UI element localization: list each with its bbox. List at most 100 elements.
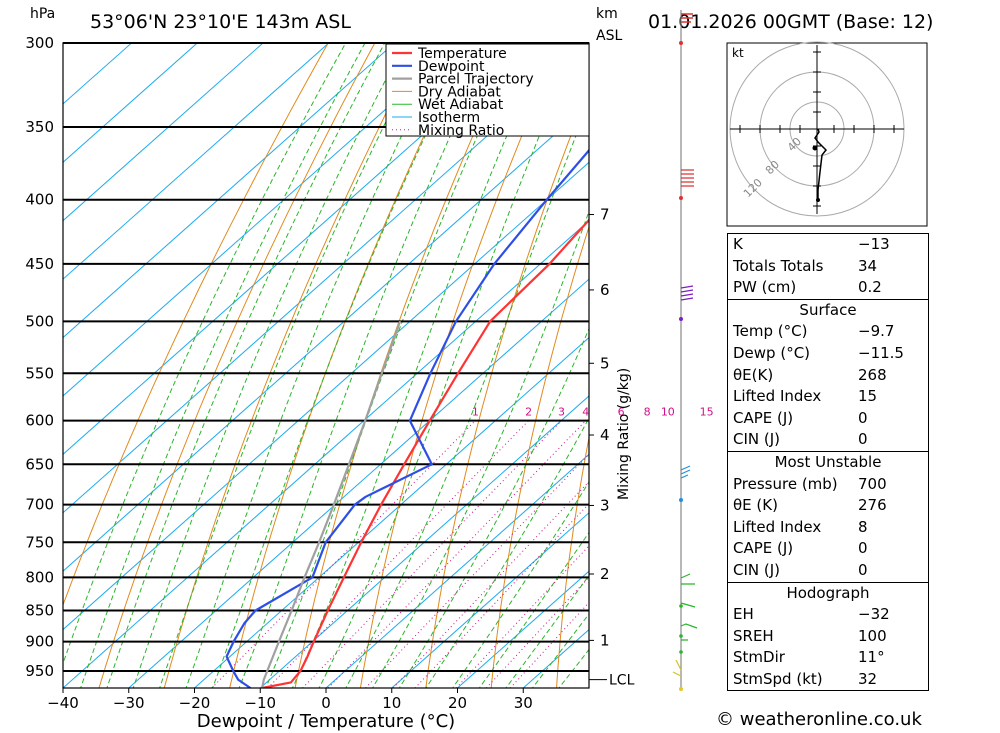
mixing-ratio-label: 2 [525, 406, 532, 419]
pressure-tick-label: 900 [25, 633, 54, 651]
most-unstable-row: Pressure (mb) 700 [728, 474, 928, 496]
index-value: 34 [858, 256, 878, 275]
pressure-tick-label: 300 [25, 34, 54, 52]
surface-label: Dewp (°C) [733, 343, 811, 362]
isotherm-line [63, 43, 264, 222]
dry-adiabat-line [359, 43, 562, 688]
hodograph-value: 32 [858, 669, 878, 688]
x-tick-label: 0 [321, 694, 331, 712]
height-km-label: 1 [600, 631, 610, 649]
most-unstable-value: 700 [858, 474, 887, 493]
surface-label: Lifted Index [733, 387, 822, 406]
hodograph-row: SREH 100 [728, 626, 928, 648]
wet-adiabat-line [238, 43, 494, 688]
copyright-footer[interactable]: © weatheronline.co.uk [716, 709, 922, 730]
wet-adiabat-line [291, 43, 548, 688]
most-unstable-value: 0 [858, 539, 868, 558]
isotherm-line [194, 336, 589, 688]
isotherm-line [63, 43, 132, 105]
isotherm-line [63, 43, 198, 163]
temperature-line [261, 218, 589, 688]
dry-adiabat-line [294, 43, 516, 688]
surface-row: θE(K) 268 [728, 365, 928, 387]
surface-row: CAPE (J) 0 [728, 408, 928, 430]
isotherm-line [63, 43, 461, 397]
hodograph-value: 100 [858, 626, 887, 645]
isotherm-line [457, 570, 589, 688]
pressure-tick-label: 450 [25, 255, 54, 273]
mixing-ratio-line [365, 453, 589, 688]
surface-label: θE(K) [733, 365, 774, 384]
wet-adiabat-line [531, 613, 589, 688]
dry-adiabat-line [990, 43, 1000, 688]
surface-value: 0 [858, 430, 868, 449]
surface-header: Surface [799, 300, 857, 319]
isotherm-line [63, 43, 395, 339]
hodograph-row: StmDir 11° [728, 647, 928, 669]
mixing-ratio-label: 6 [618, 406, 625, 419]
wet-adiabat-line [478, 531, 589, 688]
most-unstable-label: CAPE (J) [733, 539, 794, 558]
most-unstable-row: CAPE (J) 0 [728, 538, 928, 560]
mixing-ratio-label: 3 [558, 406, 565, 419]
pressure-tick-label: 650 [25, 455, 54, 473]
index-label: Totals Totals [733, 256, 824, 275]
mixing-ratio-axis-label: Mixing Ratio (g/kg) [616, 368, 632, 500]
index-value: −13 [858, 235, 890, 253]
profile-lines [225, 148, 589, 688]
wet-adiabat-line [372, 210, 589, 688]
index-value: 0.2 [858, 278, 882, 297]
index-row: PW (cm) 0.2 [728, 277, 928, 299]
most-unstable-header: Most Unstable [774, 452, 882, 471]
x-tick-label: 10 [382, 694, 401, 712]
pressure-tick-label: 850 [25, 601, 54, 619]
dewpoint-line [225, 148, 589, 688]
pressure-tick-label: 400 [25, 191, 54, 209]
hodograph-trace [814, 128, 828, 200]
x-tick-label: −20 [179, 694, 211, 712]
surface-row: CIN (J) 0 [728, 429, 928, 451]
surface-row: Temp (°C) −9.7 [728, 321, 928, 343]
mixing-ratio-line [302, 420, 562, 688]
wet-adiabat-line [132, 43, 406, 688]
wet-adiabat-line [159, 43, 426, 688]
surface-label: Temp (°C) [733, 322, 808, 341]
wet-adiabat-line [106, 43, 386, 688]
pressure-tick-label: 800 [25, 568, 54, 586]
height-km-label: 3 [600, 496, 610, 514]
hodograph-panel: kt 40 80 120 [726, 41, 928, 227]
x-tick-label: −40 [47, 694, 79, 712]
surface-row: Dewp (°C) −11.5 [728, 343, 928, 365]
mixing-ratio-line [267, 420, 529, 688]
surface-value: 15 [858, 387, 878, 406]
legend-entry: Mixing Ratio [418, 123, 504, 139]
hodograph-unit: kt [732, 46, 744, 60]
surface-value: 268 [858, 365, 887, 384]
location-title: 53°06'N 23°10'E 143m ASL [90, 11, 351, 33]
hodograph-row: StmSpd (kt) 32 [728, 669, 928, 691]
height-km-label: 5 [600, 354, 610, 372]
most-unstable-label: θE (K) [733, 496, 778, 515]
legend-entry: Isotherm [418, 110, 480, 126]
indices-table: K −13 Totals Totals 34 PW (cm) 0.2 Surface Te… [727, 233, 929, 692]
x-tick-label: 20 [448, 694, 467, 712]
mixing-ratio-label: 4 [582, 406, 589, 419]
wet-adiabat-line [452, 481, 589, 688]
mixing-ratio-line [509, 601, 589, 688]
index-label: K [733, 235, 743, 253]
pressure-tick-label: 550 [25, 364, 54, 382]
x-tick-label: −30 [113, 694, 145, 712]
mixing-ratio-line [211, 420, 476, 688]
isotherm-line [63, 43, 330, 280]
mixing-ratio-label: 10 [661, 406, 675, 419]
isotherm-line [63, 103, 589, 572]
x-axis-label: Dewpoint / Temperature (°C) [197, 711, 455, 732]
hodograph-label: StmDir [733, 648, 785, 667]
wet-adiabat-line [425, 416, 589, 688]
dry-adiabat-line [425, 87, 589, 688]
wet-adiabat-line [318, 43, 580, 688]
most-unstable-label: Pressure (mb) [733, 474, 838, 493]
legend-entry: Parcel Trajectory [418, 72, 534, 88]
height-km-label: 6 [600, 281, 610, 299]
dry-adiabat-line [163, 43, 422, 688]
